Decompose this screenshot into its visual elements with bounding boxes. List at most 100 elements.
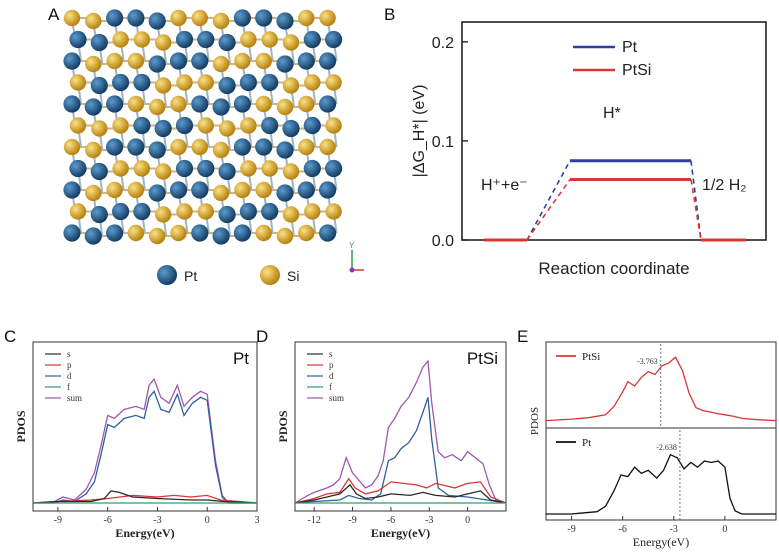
pt-atom <box>197 30 215 49</box>
panel-a: A Pt Si Y <box>0 0 380 300</box>
x-tick-label: -12 <box>308 515 321 526</box>
x-axis-label: Reaction coordinate <box>538 259 689 278</box>
si-atom <box>234 52 251 70</box>
si-atom <box>155 163 172 180</box>
si-atom <box>85 141 102 159</box>
si-atom <box>155 77 172 94</box>
pt-atom <box>303 30 321 49</box>
pt-atom <box>233 95 251 113</box>
pt-atom <box>175 116 194 135</box>
x-tick-label: -3 <box>425 515 433 526</box>
si-atom <box>155 206 172 223</box>
si-atom <box>304 74 321 91</box>
pt-atom <box>276 55 294 73</box>
si-atom <box>319 9 336 27</box>
series-line-sum <box>294 359 507 504</box>
legend-label-PtSi: PtSi <box>622 62 651 79</box>
d-band-center-label: -2.638 <box>656 443 677 452</box>
panel-e: E -9 -6 -3 0 -3.763 PtSi -2.638 Pt Energy(eV) PDO… <box>512 325 779 556</box>
series-line-d <box>294 397 507 504</box>
x-axis-label: Energy(eV) <box>633 535 689 549</box>
y-axis-label: PDOS <box>14 410 28 442</box>
pt-atom <box>133 116 151 135</box>
legend-label-f: f <box>67 382 70 392</box>
pt-atom <box>191 181 209 199</box>
pt-atom <box>148 141 166 159</box>
pt-atom <box>69 159 87 178</box>
series-Pt <box>484 159 746 242</box>
si-atom <box>325 74 342 91</box>
legend-label-Pt: Pt <box>622 39 638 56</box>
d-band-center-label: -3.763 <box>637 357 658 366</box>
si-atom <box>234 181 251 199</box>
pt-atom <box>276 141 294 159</box>
si-atom <box>133 160 151 177</box>
x-tick-label: 0 <box>465 515 470 526</box>
si-atom <box>191 9 208 27</box>
si-atom <box>69 74 87 91</box>
energy-diagram: 0.0 0.1 0.2 H⁺+e⁻ H* 1/2 H₂ Pt PtSi Reaction coo… <box>411 21 767 278</box>
si-atom <box>106 181 123 199</box>
pt-atom <box>84 227 102 245</box>
x-tick-label: -6 <box>103 515 111 526</box>
si-atom <box>170 138 187 156</box>
si-atom <box>170 95 187 113</box>
series-line-s <box>294 483 507 504</box>
pt-atom <box>303 116 321 135</box>
y-axis-label: |ΔG_H*| (eV) <box>411 85 428 178</box>
series-line-d <box>33 390 257 504</box>
y-axis-label: PDOS <box>276 410 290 442</box>
pt-atom <box>233 224 251 242</box>
si-atom <box>282 34 300 51</box>
legend-label-s: s <box>67 349 71 359</box>
si-atom <box>325 203 342 220</box>
y-axis-label: PDOS <box>529 407 541 435</box>
pt-atom <box>218 76 236 95</box>
x-tick-label: -6 <box>387 515 395 526</box>
x-tick-label: -3 <box>153 515 161 526</box>
pt-atom <box>233 9 251 27</box>
pt-atom <box>276 12 294 30</box>
pt-atom <box>261 116 279 135</box>
pt-atom <box>261 202 279 221</box>
pt-atom <box>212 98 230 116</box>
si-atom <box>155 34 172 51</box>
legend-label-sum: sum <box>329 393 344 403</box>
pt-atom <box>148 55 166 73</box>
pt-atom <box>282 119 300 138</box>
panel-a-label: A <box>48 5 60 24</box>
si-atom <box>325 117 342 134</box>
si-atom <box>197 117 214 134</box>
legend-label-p: p <box>67 360 72 370</box>
si-atom <box>133 31 151 48</box>
pt-atom <box>319 52 337 70</box>
legend-pt-label: Pt <box>184 268 197 284</box>
pt-atom <box>255 138 273 156</box>
si-atom <box>127 181 145 199</box>
si-atom <box>212 141 230 159</box>
si-atom <box>276 227 294 245</box>
chart-title: Pt <box>233 349 249 368</box>
series-PtSi <box>484 178 746 242</box>
pt-atom <box>297 52 315 70</box>
plot-frame <box>32 341 258 512</box>
si-atom <box>63 9 81 27</box>
si-atom <box>127 95 145 113</box>
pt-atom <box>127 9 145 27</box>
pt-atom <box>297 181 315 199</box>
si-atom <box>255 181 272 199</box>
connector-dashed <box>526 160 571 241</box>
pt-atom <box>133 202 151 221</box>
si-atom <box>298 95 315 113</box>
x-tick-label: -9 <box>54 515 62 526</box>
pt-atom <box>175 159 194 178</box>
si-atom <box>240 117 257 134</box>
x-tick-label: 3 <box>255 515 260 526</box>
series-line-p <box>294 477 507 504</box>
pt-atom <box>169 181 188 199</box>
x-axis-label: Energy(eV) <box>115 526 174 540</box>
si-atom <box>176 74 193 91</box>
si-atom <box>197 203 214 220</box>
